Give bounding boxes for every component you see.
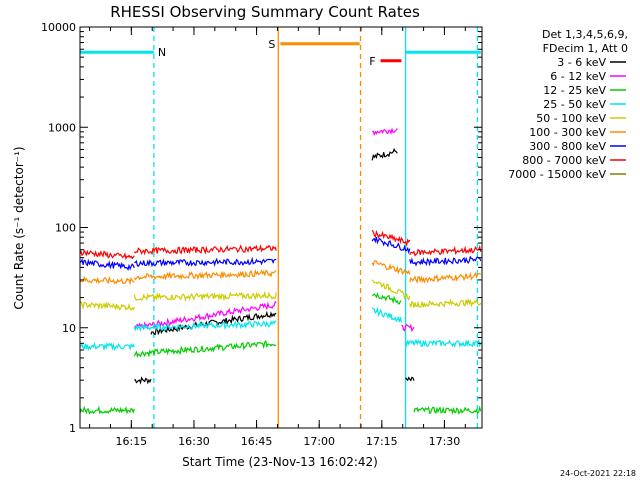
series-line-12-25-kev [372,291,402,305]
y-tick-label: 10000 [41,21,76,34]
series-line-800-7000-kev [371,229,411,247]
series-line-3-6-kev [405,376,415,382]
plot-area: N S F [79,27,482,428]
series-line-3-6-kev [371,147,398,161]
legend-entry-label: 12 - 25 keV [543,84,606,97]
legend-header: Det 1,3,4,5,6,9, [542,28,628,41]
legend-entry-label: 7000 - 15000 keV [508,168,606,181]
legend-entry-label: 300 - 800 keV [529,140,606,153]
series-line-50-100-kev [133,290,277,302]
series-line-50-100-kev [79,300,135,312]
series-line-25-50-kev [371,306,402,323]
x-tick-label: 17:00 [303,435,335,448]
series-line-3-6-kev [150,310,277,336]
mode-label-f: F [369,55,375,68]
legend-entry-label: 800 - 7000 keV [522,154,606,167]
series-line-800-7000-kev [409,244,482,257]
legend-entry-label: 50 - 100 keV [536,112,606,125]
y-tick-label: 1 [69,422,76,435]
series-line-6-12-kev [371,127,398,136]
series-line-25-50-kev [79,341,135,352]
series-line-300-800-kev [409,255,482,267]
series-line-800-7000-kev [133,244,277,256]
y-axis-label: Count Rate (s⁻¹ detector⁻¹) [12,146,26,309]
series-line-50-100-kev [409,297,482,308]
legend-header: FDecim 1, Att 0 [543,42,628,55]
legend-entry-label: 100 - 300 keV [529,126,606,139]
legend-entry-label: 6 - 12 keV [550,70,606,83]
y-tick-label: 10 [62,322,76,335]
mode-label-s: S [268,38,275,51]
series-line-12-25-kev [133,339,277,358]
series-line-100-300-kev [133,268,277,281]
series-line-6-12-kev [401,323,415,333]
series-line-100-300-kev [79,275,135,286]
chart-title: RHESSI Observing Summary Count Rates [110,3,420,21]
series-line-25-50-kev [405,338,482,348]
x-tick-label: 16:45 [241,435,273,448]
legend-entry-label: 3 - 6 keV [557,56,606,69]
legend: Det 1,3,4,5,6,9,FDecim 1, Att 03 - 6 keV… [508,28,628,181]
series-line-300-800-kev [371,236,411,255]
x-tick-label: 16:30 [178,435,210,448]
series-line-100-300-kev [371,259,411,276]
series-line-12-25-kev [413,405,482,415]
series-line-12-25-kev [79,405,135,415]
x-tick-label: 17:30 [429,435,461,448]
series-line-300-800-kev [79,258,135,272]
series-line-50-100-kev [371,279,411,301]
legend-entry-label: 25 - 50 keV [543,98,606,111]
x-tick-label: 16:15 [115,435,147,448]
series-line-100-300-kev [409,271,482,284]
series-line-3-6-kev [134,376,152,385]
timestamp: 24-Oct-2021 22:18 [560,469,636,478]
x-tick-label: 17:15 [366,435,398,448]
series-line-25-50-kev [133,319,277,332]
y-tick-label: 100 [55,222,76,235]
x-axis-label: Start Time (23-Nov-13 16:02:42) [182,455,378,469]
series-line-300-800-kev [134,256,277,268]
plot-frame [79,26,483,429]
mode-label-n: N [158,46,166,59]
y-tick-label: 1000 [48,121,76,134]
series-line-6-12-kev [133,300,277,331]
series-line-800-7000-kev [79,249,135,261]
